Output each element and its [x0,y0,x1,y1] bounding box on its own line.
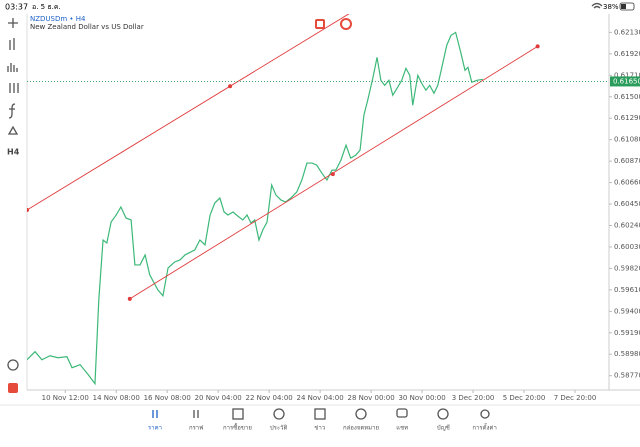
x-tick-label: 22 Nov 04:00 [246,394,293,402]
objects-tool[interactable] [7,125,19,135]
nav-icon[interactable] [273,408,285,420]
x-tick-label: 7 Dec 20:00 [554,394,597,402]
zoom-tool[interactable] [7,359,19,371]
indicators-tool[interactable] [9,83,19,93]
x-tick-label: 30 Nov 00:00 [398,394,445,402]
timeframe[interactable]: H4 [7,148,20,157]
one-click-icon[interactable] [340,18,352,30]
nav-icon[interactable] [193,410,199,418]
x-tick-label: 3 Dec 20:00 [452,394,495,402]
x-tick-label: 24 Nov 04:00 [297,394,344,402]
symbol-title: NZDUSDm • H4 [30,15,86,23]
x-tick-label: 20 Nov 04:00 [195,394,242,402]
battery-icon [619,2,635,11]
crosshair-tool[interactable] [8,18,18,28]
wifi-icon [591,2,603,9]
nav-icons [152,408,490,420]
symbol-subtitle: New Zealand Dollar vs US Dollar [30,23,144,31]
trendline-point[interactable] [330,172,335,177]
nav-icon[interactable] [437,408,449,420]
price-line [27,31,483,386]
nav-label[interactable]: บัญชี [437,424,450,432]
left-toolbar [7,18,19,371]
candles-tool[interactable] [9,38,15,50]
x-tick-label: 10 Nov 12:00 [42,394,89,402]
x-tick-label: 5 Dec 20:00 [503,394,546,402]
bars-tool[interactable] [7,63,18,72]
x-tick-label: 28 Nov 00:00 [348,394,395,402]
trade-icon-inner [317,21,323,27]
nav-label[interactable]: ข่าว [314,425,325,432]
nav-label[interactable]: แชท [396,425,408,432]
trendline[interactable] [27,0,609,211]
nav-icon[interactable] [396,408,408,418]
trade-button[interactable] [8,383,18,393]
nav-label[interactable]: กราฟ [189,425,203,432]
trendline-point[interactable] [127,296,132,301]
time: 03:37 [5,3,28,12]
trendline-point[interactable] [228,84,233,89]
nav-label[interactable]: กล่องจดหมาย [343,425,379,432]
nav-icon[interactable] [152,410,158,418]
x-tick-label: 16 Nov 08:00 [144,394,191,402]
current-price-box [610,76,640,87]
nav-icon[interactable] [314,408,326,420]
nav-label[interactable]: ราคา [148,425,162,432]
battery-text: 38% [603,3,619,11]
trendline-point[interactable] [25,207,29,212]
nav-icon[interactable] [232,408,244,420]
date: อ. 5 ธ.ค. [32,3,61,11]
nav-label[interactable]: การซื้อขาย [223,422,252,432]
current-price-label: 0.61650 [613,77,640,85]
nav-icon[interactable] [480,409,490,419]
nav-icon[interactable] [355,408,367,420]
nav-label[interactable]: การตั้งค่า [472,422,496,432]
trendline-point[interactable] [535,44,540,49]
x-tick-label: 14 Nov 08:00 [93,394,140,402]
functions-tool[interactable] [8,103,16,119]
battery-level [621,4,626,9]
nav-label[interactable]: ประวัติ [270,425,288,432]
y-tick-label: 0.58770 [614,372,640,380]
